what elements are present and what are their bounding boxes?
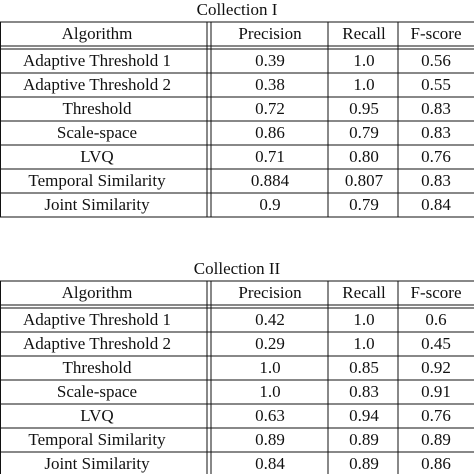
header-cell: Algorithm: [62, 283, 133, 302]
table-cell: 0.83: [421, 123, 451, 142]
header-cell: Precision: [238, 24, 302, 43]
table-cell: Temporal Similarity: [28, 430, 166, 449]
table-cell: 0.89: [349, 454, 379, 473]
table-cell: 0.85: [349, 358, 379, 377]
table-caption: Collection II: [194, 259, 281, 278]
table-cell: 0.72: [255, 99, 285, 118]
table-cell: LVQ: [80, 406, 113, 425]
table-cell: 0.94: [349, 406, 379, 425]
table-cell: 0.92: [421, 358, 451, 377]
table-cell: Scale-space: [57, 123, 137, 142]
table-cell: 0.83: [349, 382, 379, 401]
table-cell: Joint Similarity: [44, 454, 150, 473]
table-cell: Scale-space: [57, 382, 137, 401]
header-cell: Recall: [342, 283, 386, 302]
table-cell: 0.86: [255, 123, 285, 142]
table-cell: 0.79: [349, 123, 379, 142]
header-cell: F-score: [411, 24, 462, 43]
table-cell: 0.45: [421, 334, 451, 353]
table-cell: 0.807: [345, 171, 384, 190]
header-cell: F-score: [411, 283, 462, 302]
table-cell: Adaptive Threshold 1: [23, 51, 171, 70]
table-cell: 0.89: [421, 430, 451, 449]
table-cell: 0.83: [421, 171, 451, 190]
table-cell: 0.38: [255, 75, 285, 94]
table-cell: 1.0: [353, 75, 374, 94]
table-cell: 0.42: [255, 310, 285, 329]
table-cell: 0.80: [349, 147, 379, 166]
table-cell: 0.83: [421, 99, 451, 118]
table-cell: Joint Similarity: [44, 195, 150, 214]
table-cell: Threshold: [63, 99, 132, 118]
header-cell: Algorithm: [62, 24, 133, 43]
table-cell: Temporal Similarity: [28, 171, 166, 190]
table-cell: 0.79: [349, 195, 379, 214]
header-cell: Precision: [238, 283, 302, 302]
table-caption: Collection I: [197, 0, 278, 19]
table-cell: 0.86: [421, 454, 451, 473]
table-cell: 1.0: [259, 358, 280, 377]
table-cell: LVQ: [80, 147, 113, 166]
table-cell: 0.29: [255, 334, 285, 353]
table-cell: 0.95: [349, 99, 379, 118]
table-cell: 0.76: [421, 406, 451, 425]
header-cell: Recall: [342, 24, 386, 43]
table-cell: 0.884: [251, 171, 290, 190]
table-cell: 0.84: [255, 454, 285, 473]
table-cell: 0.6: [425, 310, 446, 329]
table-cell: 0.91: [421, 382, 451, 401]
table-cell: 0.71: [255, 147, 285, 166]
table-cell: Adaptive Threshold 1: [23, 310, 171, 329]
table-cell: 1.0: [353, 51, 374, 70]
table-cell: Adaptive Threshold 2: [23, 334, 171, 353]
table-cell: 0.63: [255, 406, 285, 425]
table-cell: 0.89: [255, 430, 285, 449]
table-cell: 1.0: [353, 310, 374, 329]
table-cell: 0.9: [259, 195, 280, 214]
table-cell: 0.39: [255, 51, 285, 70]
table-cell: 0.84: [421, 195, 451, 214]
table-cell: 0.56: [421, 51, 451, 70]
table-cell: Adaptive Threshold 2: [23, 75, 171, 94]
table-cell: 0.55: [421, 75, 451, 94]
table-cell: Threshold: [63, 358, 132, 377]
table-cell: 0.76: [421, 147, 451, 166]
table-cell: 1.0: [259, 382, 280, 401]
table-cell: 0.89: [349, 430, 379, 449]
table-cell: 1.0: [353, 334, 374, 353]
